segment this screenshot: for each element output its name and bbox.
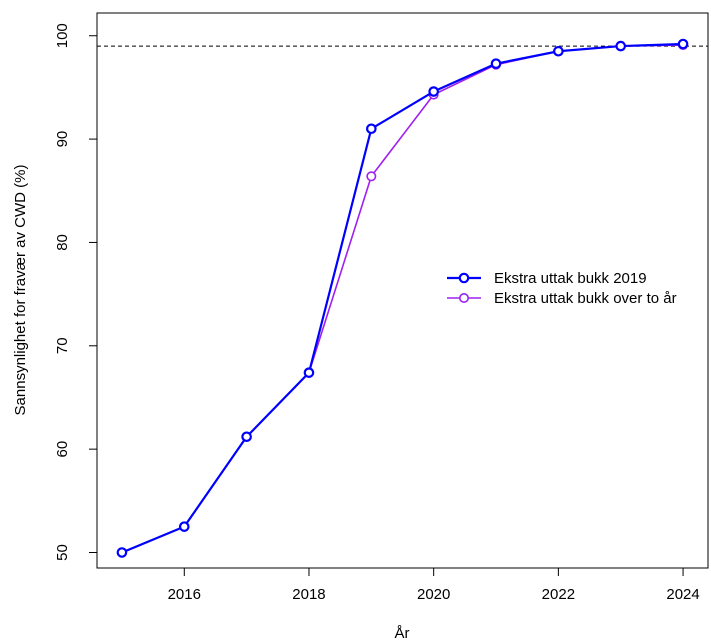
- series-layer: [116, 38, 689, 558]
- x-axis-title: År: [395, 625, 410, 642]
- y-tick-label: 50: [54, 544, 71, 561]
- y-tick-label: 70: [54, 337, 71, 354]
- data-point: [178, 521, 190, 532]
- x-tick-label: 2022: [542, 586, 575, 603]
- data-point: [490, 58, 502, 69]
- x-tick-label: 2020: [417, 586, 450, 603]
- data-point: [241, 431, 252, 443]
- data-point: [553, 45, 564, 57]
- data-point: [116, 547, 128, 558]
- data-point: [303, 367, 315, 378]
- y-tick-label: 60: [54, 441, 71, 458]
- series-line: [121, 42, 684, 554]
- data-point: [615, 40, 627, 52]
- y-axis-title: Sannsynlighet for fravær av CWD (%): [12, 165, 29, 416]
- legend-label: Ekstra uttak bukk over to år: [494, 290, 677, 307]
- axes: 2016 2018 2020 2022 2024 50 60 70 80 90 100: [54, 23, 700, 603]
- data-point: [677, 38, 689, 50]
- data-point: [366, 123, 377, 135]
- y-tick-label: 100: [54, 23, 71, 48]
- data-point: [428, 86, 439, 97]
- series-2019: [116, 38, 689, 558]
- y-tick-label: 90: [54, 131, 71, 148]
- legend-swatch-marker: [458, 272, 470, 284]
- legend: Ekstra uttak bukk 2019 Ekstra uttak bukk …: [447, 270, 677, 307]
- x-tick-label: 2024: [666, 586, 699, 603]
- x-tick-label: 2016: [168, 586, 201, 603]
- legend-label: Ekstra uttak bukk 2019: [494, 270, 647, 287]
- x-tick-label: 2018: [292, 586, 325, 603]
- y-tick-label: 80: [54, 234, 71, 251]
- data-point: [366, 171, 377, 182]
- legend-swatch-marker: [458, 292, 469, 303]
